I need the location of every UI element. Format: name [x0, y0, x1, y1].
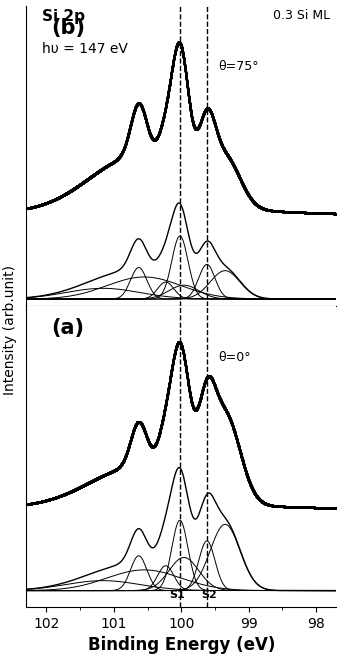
Text: hυ = 147 eV: hυ = 147 eV: [42, 42, 128, 55]
Text: (a): (a): [51, 318, 84, 339]
Text: Intensity (arb.unit): Intensity (arb.unit): [3, 265, 17, 395]
Text: S2: S2: [202, 590, 218, 600]
Text: (b): (b): [51, 18, 85, 38]
Text: S1: S1: [169, 590, 185, 600]
Text: 0.3 Si ML: 0.3 Si ML: [273, 9, 330, 22]
Text: Si 2p: Si 2p: [42, 9, 84, 24]
X-axis label: Binding Energy (eV): Binding Energy (eV): [88, 636, 275, 655]
Text: θ=75°: θ=75°: [219, 59, 259, 73]
Text: θ=0°: θ=0°: [219, 352, 251, 364]
